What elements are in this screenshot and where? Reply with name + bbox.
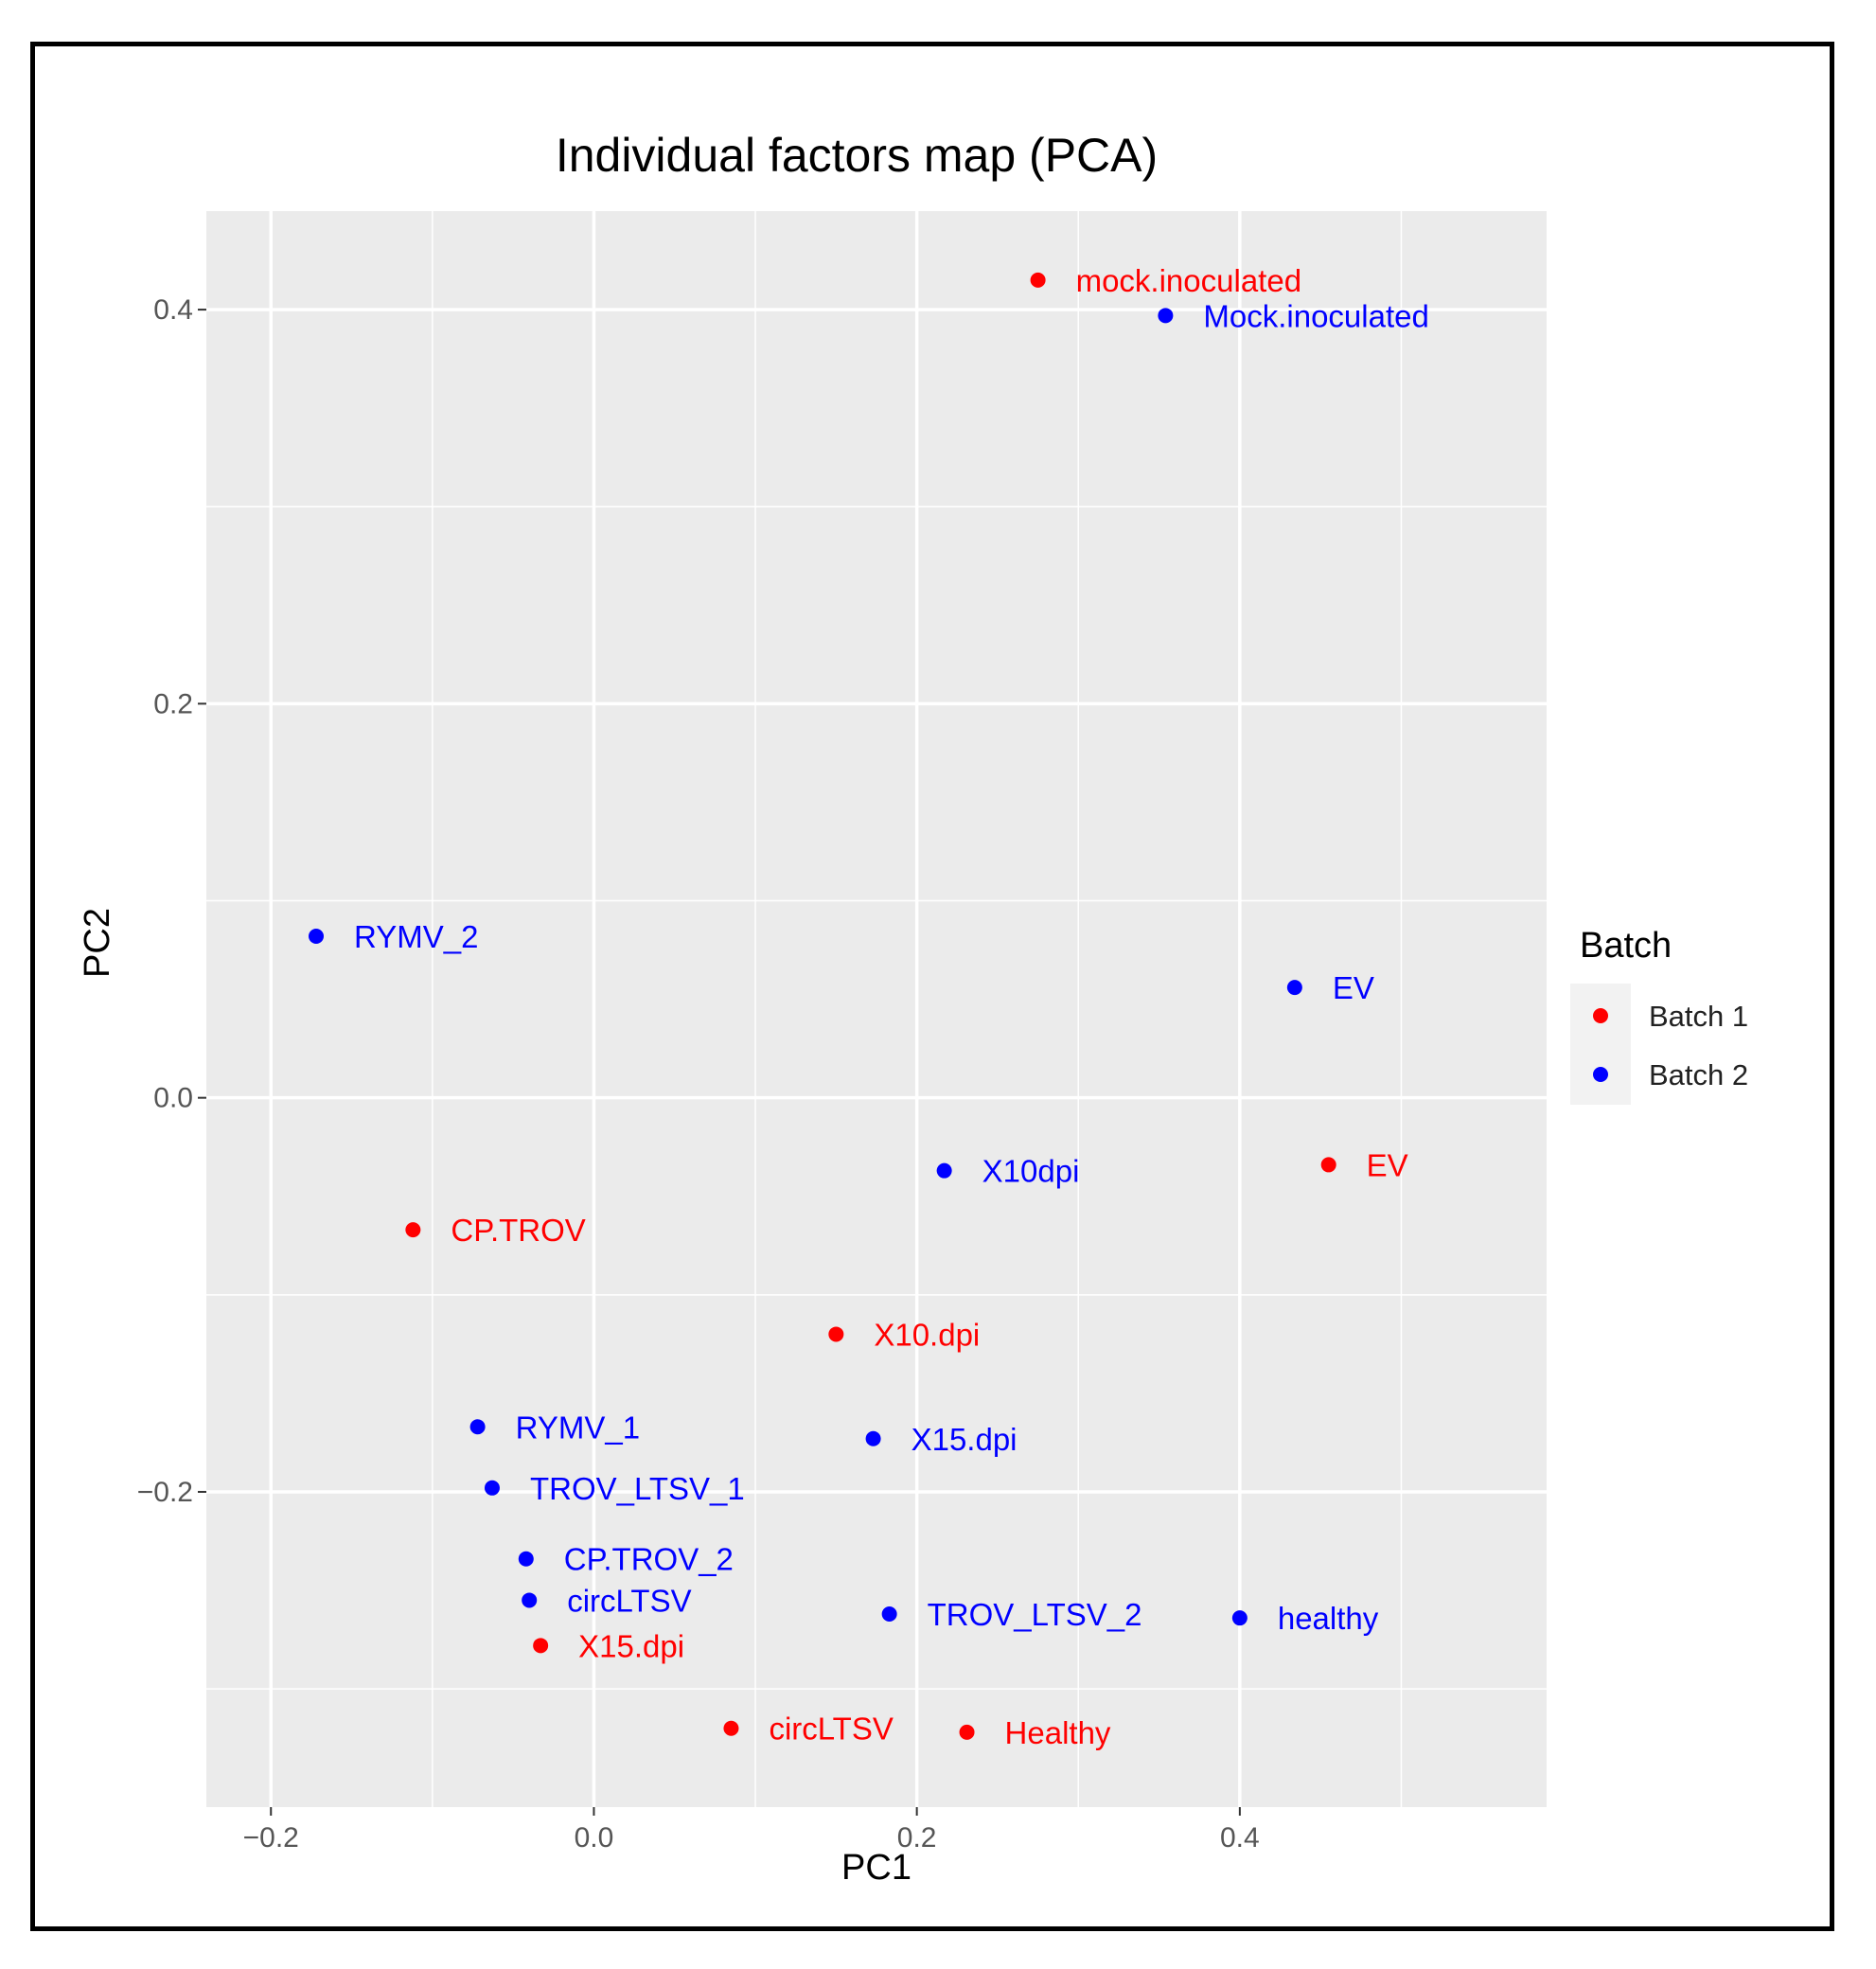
x-tick-label: 0.0 [575, 1822, 614, 1854]
data-point [469, 1419, 486, 1435]
point-label: CP.TROV_2 [564, 1542, 734, 1577]
data-point [1231, 1610, 1248, 1626]
legend-label: Batch 2 [1649, 1058, 1748, 1091]
chart-title: Individual factors map (PCA) [556, 129, 1158, 182]
data-point [309, 928, 325, 944]
point-label: CP.TROV [451, 1213, 585, 1248]
data-point [723, 1720, 739, 1736]
y-tick-label: 0.2 [153, 688, 193, 719]
point-label: Healthy [1005, 1715, 1111, 1750]
data-point [959, 1724, 975, 1740]
data-point [881, 1606, 897, 1623]
x-tick-label: 0.4 [1220, 1822, 1260, 1854]
legend-key-background [1570, 984, 1631, 1105]
point-label: Mock.inoculated [1203, 298, 1428, 333]
y-tick-label: 0.0 [153, 1083, 193, 1114]
point-label: X10dpi [982, 1154, 1080, 1189]
data-point [522, 1592, 538, 1608]
series-1: mock.inoculated CP.TROV X10.dpi EV X15.dpi ci… [405, 263, 1408, 1750]
data-point [533, 1638, 549, 1654]
point-label: X15.dpi [911, 1422, 1018, 1457]
point-label: circLTSV [769, 1712, 893, 1747]
minor-gridlines [206, 211, 1547, 1807]
data-point [484, 1480, 500, 1496]
point-label: mock.inoculated [1076, 263, 1301, 298]
series-2: Mock.inoculated RYMV_2 EV X10dpi RYMV_1 X15.d… [309, 298, 1429, 1636]
legend-key-point [1593, 1008, 1608, 1023]
axis-ticks: −0.2 0.0 0.2 0.4 0.4 0.2 0.0 −0.2 [137, 294, 1260, 1854]
y-tick-label: −0.2 [137, 1477, 193, 1508]
data-point [1158, 308, 1174, 324]
x-tick-label: 0.2 [897, 1822, 937, 1854]
point-label: TROV_LTSV_2 [928, 1597, 1142, 1632]
x-axis-title: PC1 [841, 1848, 911, 1888]
x-tick-label: −0.2 [243, 1822, 299, 1854]
data-point [518, 1551, 534, 1567]
data-point [1320, 1157, 1336, 1173]
data-point [405, 1222, 421, 1238]
data-point [936, 1162, 952, 1179]
y-axis-title: PC2 [78, 908, 117, 978]
point-label: healthy [1278, 1601, 1379, 1636]
point-label: TROV_LTSV_1 [530, 1471, 745, 1506]
legend-key-point [1593, 1067, 1608, 1082]
data-point [828, 1326, 844, 1342]
point-label: X15.dpi [578, 1628, 684, 1663]
point-label: circLTSV [567, 1583, 691, 1618]
data-points: mock.inoculated CP.TROV X10.dpi EV X15.dpi ci… [309, 263, 1429, 1750]
point-label: EV [1367, 1147, 1408, 1182]
y-tick-label: 0.4 [153, 294, 193, 326]
plot-panel [206, 211, 1547, 1807]
legend-title: Batch [1580, 926, 1672, 966]
point-label: RYMV_1 [516, 1410, 640, 1445]
data-point [865, 1430, 881, 1446]
legend-label: Batch 1 [1649, 1000, 1748, 1033]
pca-scatter-chart: Individual factors map (PCA) −0.2 0.0 0.2 0… [78, 129, 1748, 1888]
point-label: X10.dpi [874, 1317, 980, 1352]
figure-frame: Individual factors map (PCA) −0.2 0.0 0.2 0… [30, 42, 1834, 1931]
point-label: RYMV_2 [354, 919, 478, 954]
point-label: EV [1333, 970, 1374, 1005]
legend: Batch Batch 1 Batch 2 [1570, 926, 1748, 1105]
major-gridlines [206, 211, 1547, 1807]
data-point [1030, 272, 1046, 288]
legend-items: Batch 1 Batch 2 [1593, 1000, 1748, 1091]
data-point [1286, 980, 1302, 996]
